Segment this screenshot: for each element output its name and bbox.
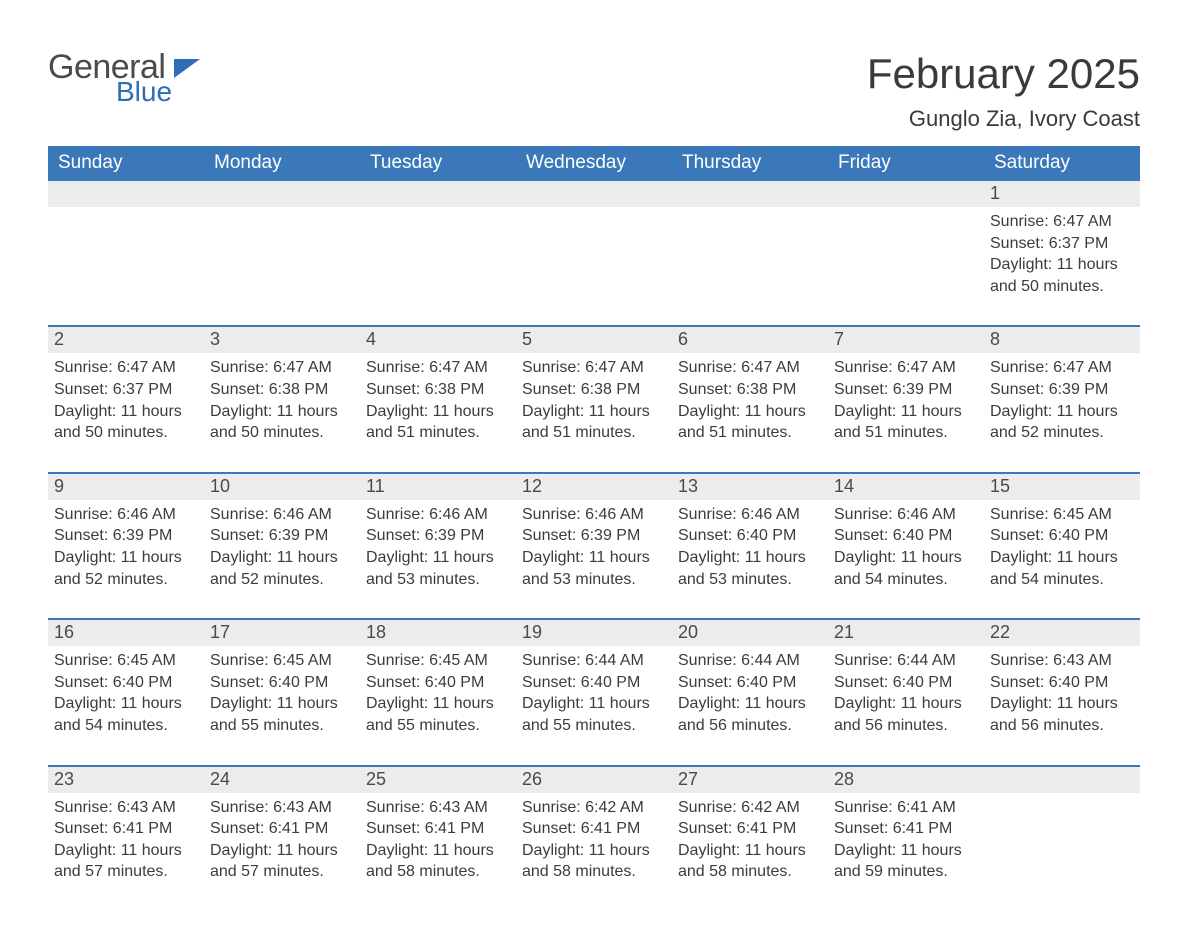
day-content-cell: Sunrise: 6:47 AMSunset: 6:39 PMDaylight:… bbox=[828, 353, 984, 472]
weekday-thu: Thursday bbox=[672, 146, 828, 181]
day-number-cell: 2 bbox=[48, 326, 204, 353]
day-number-cell: 3 bbox=[204, 326, 360, 353]
day-content-cell: Sunrise: 6:43 AMSunset: 6:41 PMDaylight:… bbox=[204, 793, 360, 901]
location: Gunglo Zia, Ivory Coast bbox=[867, 106, 1140, 132]
day-number-cell bbox=[672, 181, 828, 207]
day-content-cell: Sunrise: 6:47 AMSunset: 6:38 PMDaylight:… bbox=[672, 353, 828, 472]
day-number-cell: 15 bbox=[984, 473, 1140, 500]
logo-word-blue: Blue bbox=[116, 78, 172, 106]
day-content-cell: Sunrise: 6:42 AMSunset: 6:41 PMDaylight:… bbox=[672, 793, 828, 901]
day-number-cell bbox=[204, 181, 360, 207]
day-number-cell: 4 bbox=[360, 326, 516, 353]
day-content-cell: Sunrise: 6:46 AMSunset: 6:39 PMDaylight:… bbox=[516, 500, 672, 619]
weekday-wed: Wednesday bbox=[516, 146, 672, 181]
content-row: Sunrise: 6:45 AMSunset: 6:40 PMDaylight:… bbox=[48, 646, 1140, 765]
daynum-row: 16171819202122 bbox=[48, 619, 1140, 646]
day-content-cell: Sunrise: 6:44 AMSunset: 6:40 PMDaylight:… bbox=[672, 646, 828, 765]
weekday-tue: Tuesday bbox=[360, 146, 516, 181]
content-row: Sunrise: 6:47 AMSunset: 6:37 PMDaylight:… bbox=[48, 353, 1140, 472]
day-number-cell: 14 bbox=[828, 473, 984, 500]
day-number-cell: 22 bbox=[984, 619, 1140, 646]
day-number-cell: 19 bbox=[516, 619, 672, 646]
day-content-cell: Sunrise: 6:47 AMSunset: 6:38 PMDaylight:… bbox=[516, 353, 672, 472]
daynum-row: 2345678 bbox=[48, 326, 1140, 353]
day-number-cell: 21 bbox=[828, 619, 984, 646]
day-content-cell: Sunrise: 6:47 AMSunset: 6:38 PMDaylight:… bbox=[360, 353, 516, 472]
day-number-cell: 12 bbox=[516, 473, 672, 500]
day-number-cell: 5 bbox=[516, 326, 672, 353]
day-number-cell: 25 bbox=[360, 766, 516, 793]
day-content-cell bbox=[516, 207, 672, 326]
day-content-cell: Sunrise: 6:47 AMSunset: 6:38 PMDaylight:… bbox=[204, 353, 360, 472]
day-content-cell: Sunrise: 6:46 AMSunset: 6:39 PMDaylight:… bbox=[204, 500, 360, 619]
day-number-cell: 13 bbox=[672, 473, 828, 500]
daynum-row: 9101112131415 bbox=[48, 473, 1140, 500]
day-content-cell bbox=[984, 793, 1140, 901]
day-number-cell: 18 bbox=[360, 619, 516, 646]
day-content-cell: Sunrise: 6:47 AMSunset: 6:37 PMDaylight:… bbox=[48, 353, 204, 472]
weekday-sun: Sunday bbox=[48, 146, 204, 181]
day-content-cell: Sunrise: 6:47 AMSunset: 6:39 PMDaylight:… bbox=[984, 353, 1140, 472]
day-content-cell: Sunrise: 6:43 AMSunset: 6:41 PMDaylight:… bbox=[360, 793, 516, 901]
day-content-cell bbox=[672, 207, 828, 326]
weekday-mon: Monday bbox=[204, 146, 360, 181]
day-content-cell: Sunrise: 6:43 AMSunset: 6:41 PMDaylight:… bbox=[48, 793, 204, 901]
day-number-cell: 28 bbox=[828, 766, 984, 793]
day-content-cell bbox=[360, 207, 516, 326]
day-number-cell bbox=[984, 766, 1140, 793]
day-number-cell: 23 bbox=[48, 766, 204, 793]
day-content-cell: Sunrise: 6:45 AMSunset: 6:40 PMDaylight:… bbox=[360, 646, 516, 765]
day-number-cell: 6 bbox=[672, 326, 828, 353]
day-number-cell: 20 bbox=[672, 619, 828, 646]
daynum-row: 232425262728 bbox=[48, 766, 1140, 793]
header: General Blue February 2025 Gunglo Zia, I… bbox=[48, 50, 1140, 132]
flag-icon bbox=[174, 56, 204, 84]
day-number-cell: 1 bbox=[984, 181, 1140, 207]
day-content-cell: Sunrise: 6:41 AMSunset: 6:41 PMDaylight:… bbox=[828, 793, 984, 901]
day-content-cell: Sunrise: 6:45 AMSunset: 6:40 PMDaylight:… bbox=[984, 500, 1140, 619]
content-row: Sunrise: 6:43 AMSunset: 6:41 PMDaylight:… bbox=[48, 793, 1140, 901]
calendar-table: Sunday Monday Tuesday Wednesday Thursday… bbox=[48, 146, 1140, 901]
day-number-cell: 11 bbox=[360, 473, 516, 500]
day-content-cell: Sunrise: 6:44 AMSunset: 6:40 PMDaylight:… bbox=[516, 646, 672, 765]
day-content-cell: Sunrise: 6:47 AMSunset: 6:37 PMDaylight:… bbox=[984, 207, 1140, 326]
day-number-cell bbox=[516, 181, 672, 207]
day-number-cell bbox=[828, 181, 984, 207]
day-content-cell: Sunrise: 6:44 AMSunset: 6:40 PMDaylight:… bbox=[828, 646, 984, 765]
day-number-cell: 27 bbox=[672, 766, 828, 793]
day-content-cell: Sunrise: 6:46 AMSunset: 6:40 PMDaylight:… bbox=[672, 500, 828, 619]
day-content-cell: Sunrise: 6:42 AMSunset: 6:41 PMDaylight:… bbox=[516, 793, 672, 901]
day-content-cell: Sunrise: 6:43 AMSunset: 6:40 PMDaylight:… bbox=[984, 646, 1140, 765]
day-content-cell: Sunrise: 6:46 AMSunset: 6:40 PMDaylight:… bbox=[828, 500, 984, 619]
day-number-cell: 7 bbox=[828, 326, 984, 353]
day-number-cell: 9 bbox=[48, 473, 204, 500]
day-number-cell: 24 bbox=[204, 766, 360, 793]
day-content-cell bbox=[48, 207, 204, 326]
day-content-cell bbox=[204, 207, 360, 326]
day-content-cell: Sunrise: 6:46 AMSunset: 6:39 PMDaylight:… bbox=[48, 500, 204, 619]
day-number-cell: 26 bbox=[516, 766, 672, 793]
day-number-cell: 16 bbox=[48, 619, 204, 646]
weekday-sat: Saturday bbox=[984, 146, 1140, 181]
day-number-cell bbox=[48, 181, 204, 207]
day-content-cell: Sunrise: 6:46 AMSunset: 6:39 PMDaylight:… bbox=[360, 500, 516, 619]
day-number-cell: 10 bbox=[204, 473, 360, 500]
logo: General Blue bbox=[48, 50, 204, 106]
day-number-cell: 8 bbox=[984, 326, 1140, 353]
day-number-cell bbox=[360, 181, 516, 207]
day-content-cell: Sunrise: 6:45 AMSunset: 6:40 PMDaylight:… bbox=[204, 646, 360, 765]
day-content-cell bbox=[828, 207, 984, 326]
month-title: February 2025 bbox=[867, 50, 1140, 98]
daynum-row: 1 bbox=[48, 181, 1140, 207]
title-block: February 2025 Gunglo Zia, Ivory Coast bbox=[867, 50, 1140, 132]
weekday-header-row: Sunday Monday Tuesday Wednesday Thursday… bbox=[48, 146, 1140, 181]
weekday-fri: Friday bbox=[828, 146, 984, 181]
content-row: Sunrise: 6:47 AMSunset: 6:37 PMDaylight:… bbox=[48, 207, 1140, 326]
day-number-cell: 17 bbox=[204, 619, 360, 646]
content-row: Sunrise: 6:46 AMSunset: 6:39 PMDaylight:… bbox=[48, 500, 1140, 619]
day-content-cell: Sunrise: 6:45 AMSunset: 6:40 PMDaylight:… bbox=[48, 646, 204, 765]
